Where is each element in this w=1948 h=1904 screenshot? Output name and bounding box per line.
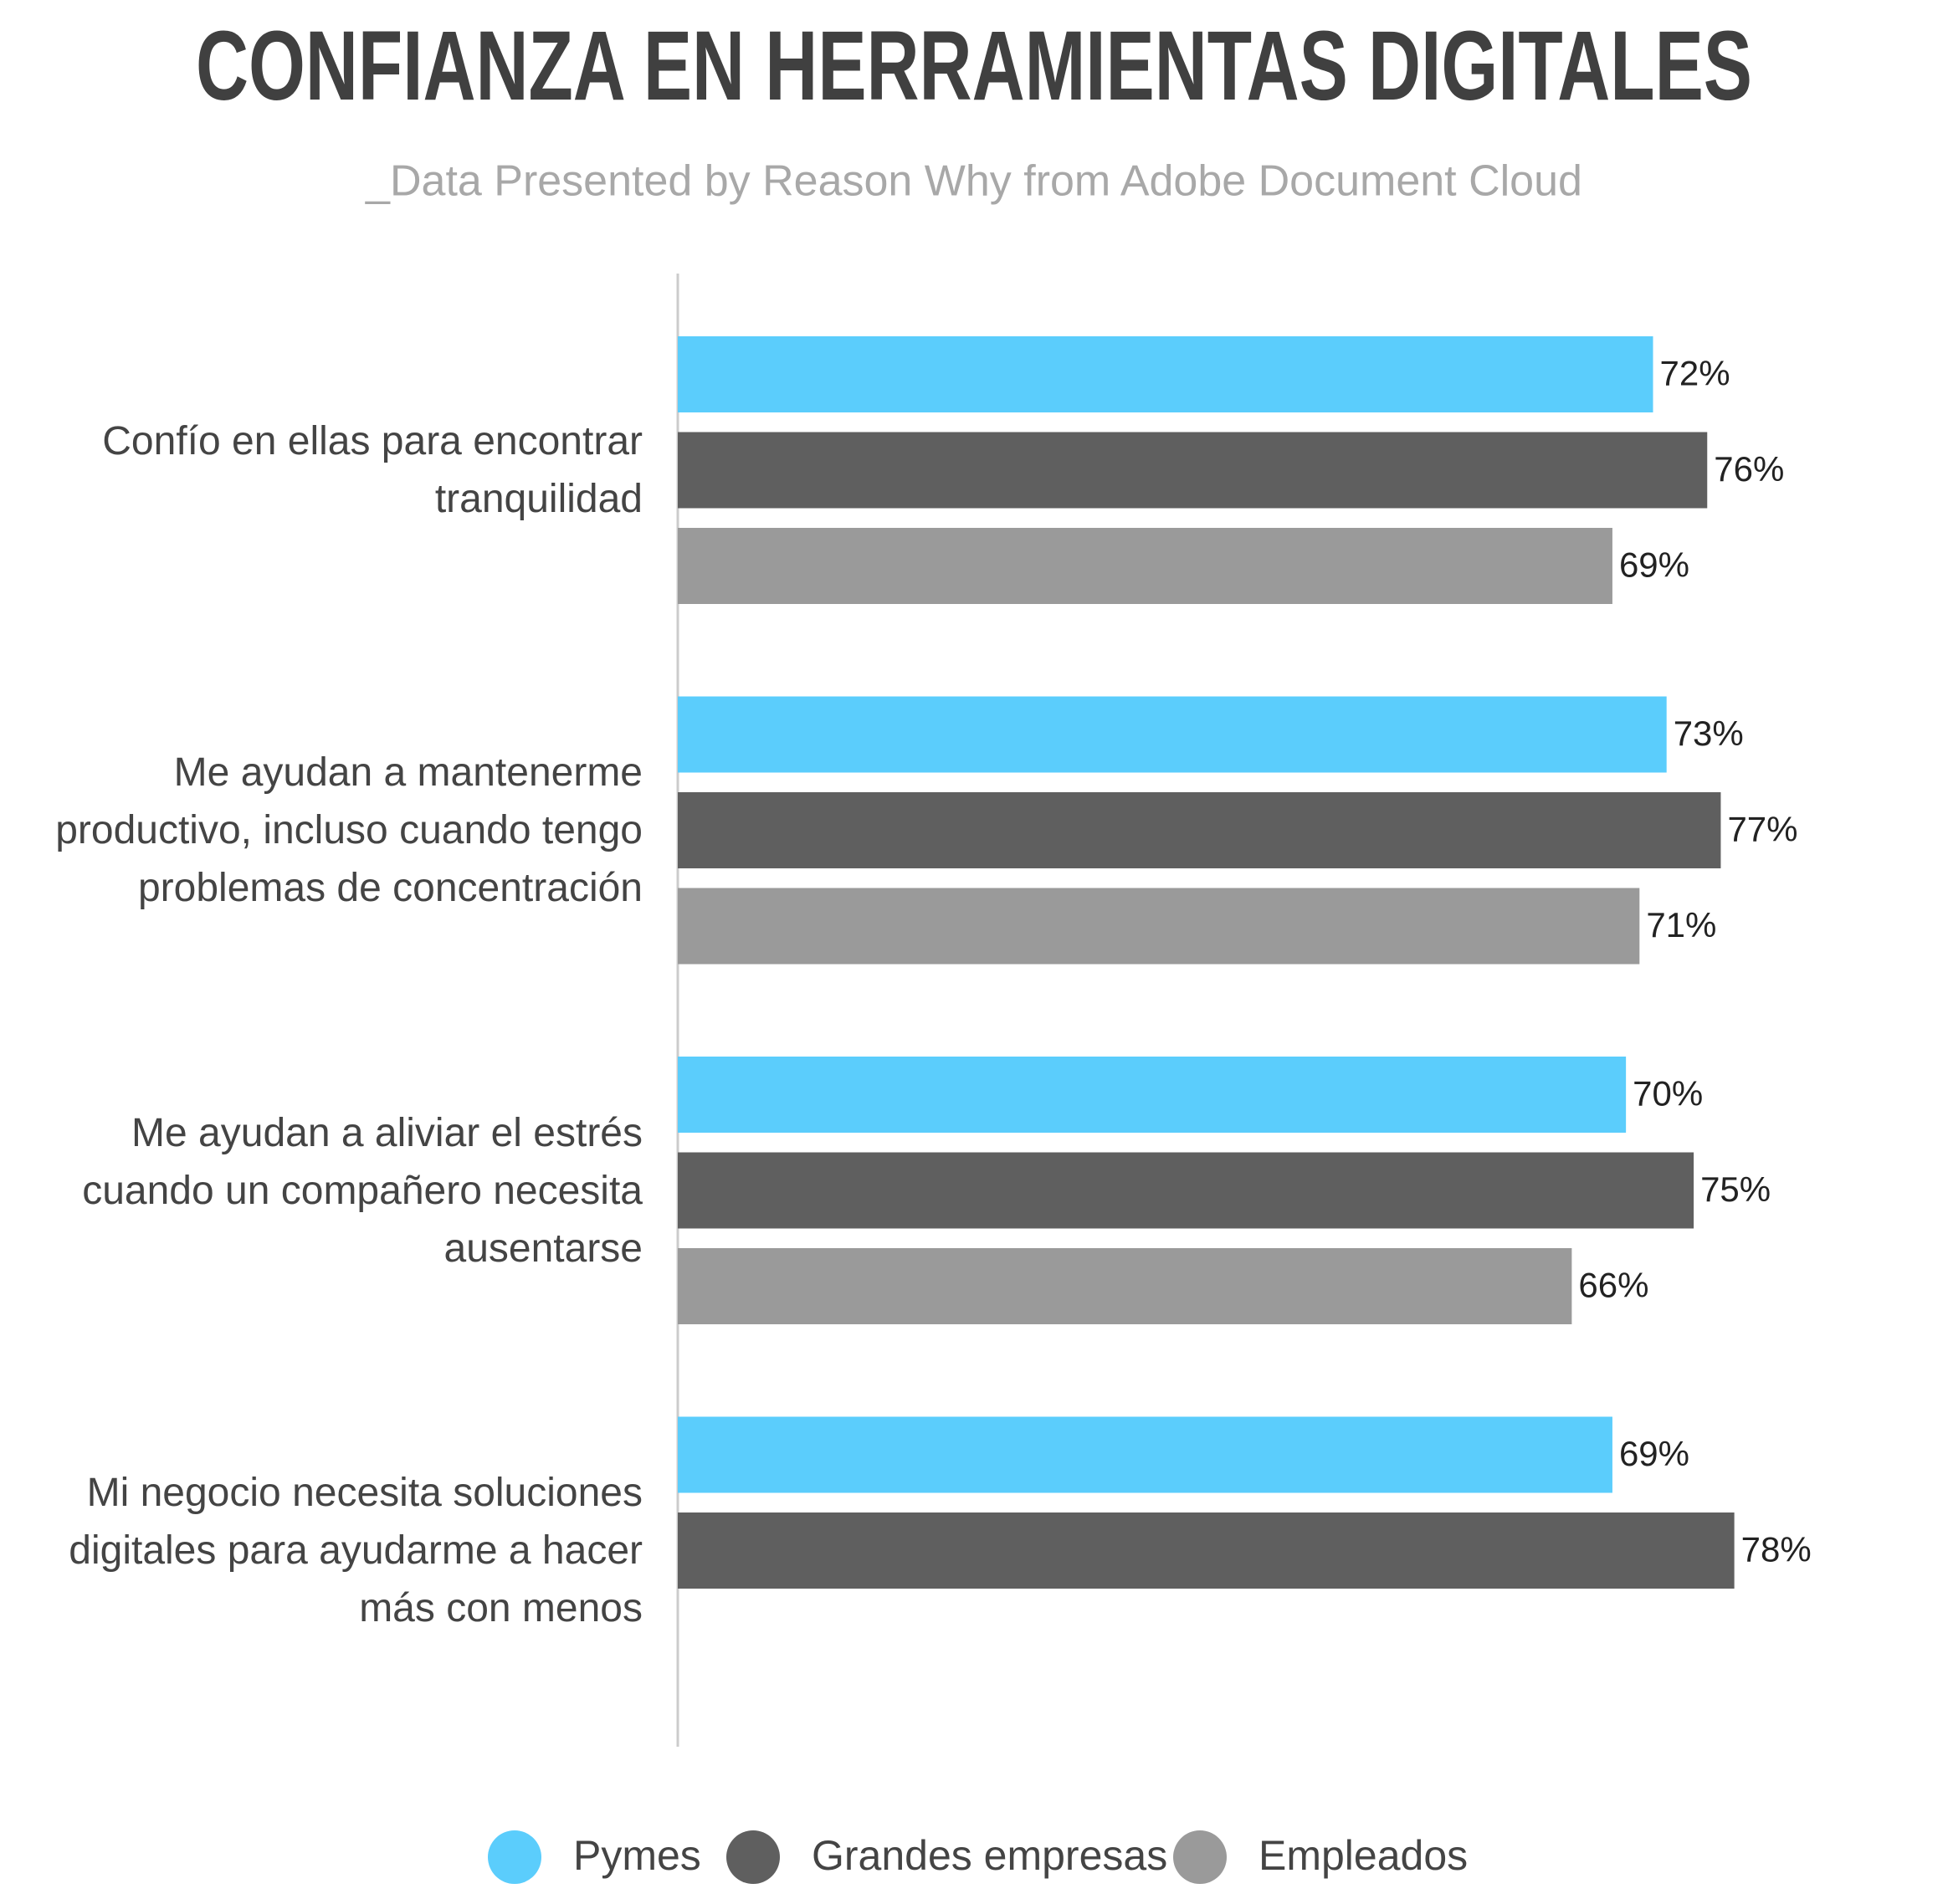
chart-subtitle: _Data Presented by Reason Why from Adobe… bbox=[365, 157, 1582, 206]
value-label: 70% bbox=[1633, 1074, 1703, 1113]
legend-swatch bbox=[1173, 1830, 1227, 1884]
legend-swatch bbox=[488, 1830, 541, 1884]
value-label: 69% bbox=[1619, 1434, 1689, 1473]
value-label: 72% bbox=[1660, 354, 1730, 393]
category-label: Me ayudan a mantenerme productivo, inclu… bbox=[55, 750, 643, 910]
bar bbox=[678, 528, 1612, 604]
bar bbox=[678, 1416, 1612, 1493]
legend-swatch bbox=[726, 1830, 780, 1884]
value-label: 78% bbox=[1741, 1530, 1812, 1569]
value-label: 71% bbox=[1646, 905, 1716, 944]
bar bbox=[678, 696, 1667, 773]
legend-label: Empleados bbox=[1259, 1832, 1468, 1879]
value-label: 76% bbox=[1714, 449, 1784, 489]
bar bbox=[678, 1057, 1627, 1133]
legend-label: Pymes bbox=[573, 1832, 701, 1879]
bar bbox=[678, 1512, 1735, 1589]
bar bbox=[678, 336, 1653, 412]
value-label: 69% bbox=[1619, 545, 1689, 585]
value-label: 77% bbox=[1727, 810, 1797, 849]
category-label: Mi negocio necesita soluciones digitales… bbox=[69, 1471, 643, 1630]
value-label: 75% bbox=[1700, 1170, 1771, 1209]
legend-label: Grandes empresas bbox=[812, 1832, 1167, 1879]
bar bbox=[678, 888, 1640, 965]
bar bbox=[678, 432, 1708, 509]
bar bbox=[678, 1152, 1694, 1229]
chart-title: CONFIANZA EN HERRAMIENTAS DIGITALES bbox=[196, 11, 1752, 121]
category-label: Me ayudan a aliviar el estrés cuando un … bbox=[82, 1110, 643, 1271]
category-label: Confío en ellas para encontrar tranquili… bbox=[102, 419, 643, 521]
bar bbox=[678, 792, 1721, 868]
bar bbox=[678, 1248, 1572, 1324]
value-label: 73% bbox=[1674, 714, 1744, 753]
value-label: 66% bbox=[1578, 1266, 1648, 1305]
